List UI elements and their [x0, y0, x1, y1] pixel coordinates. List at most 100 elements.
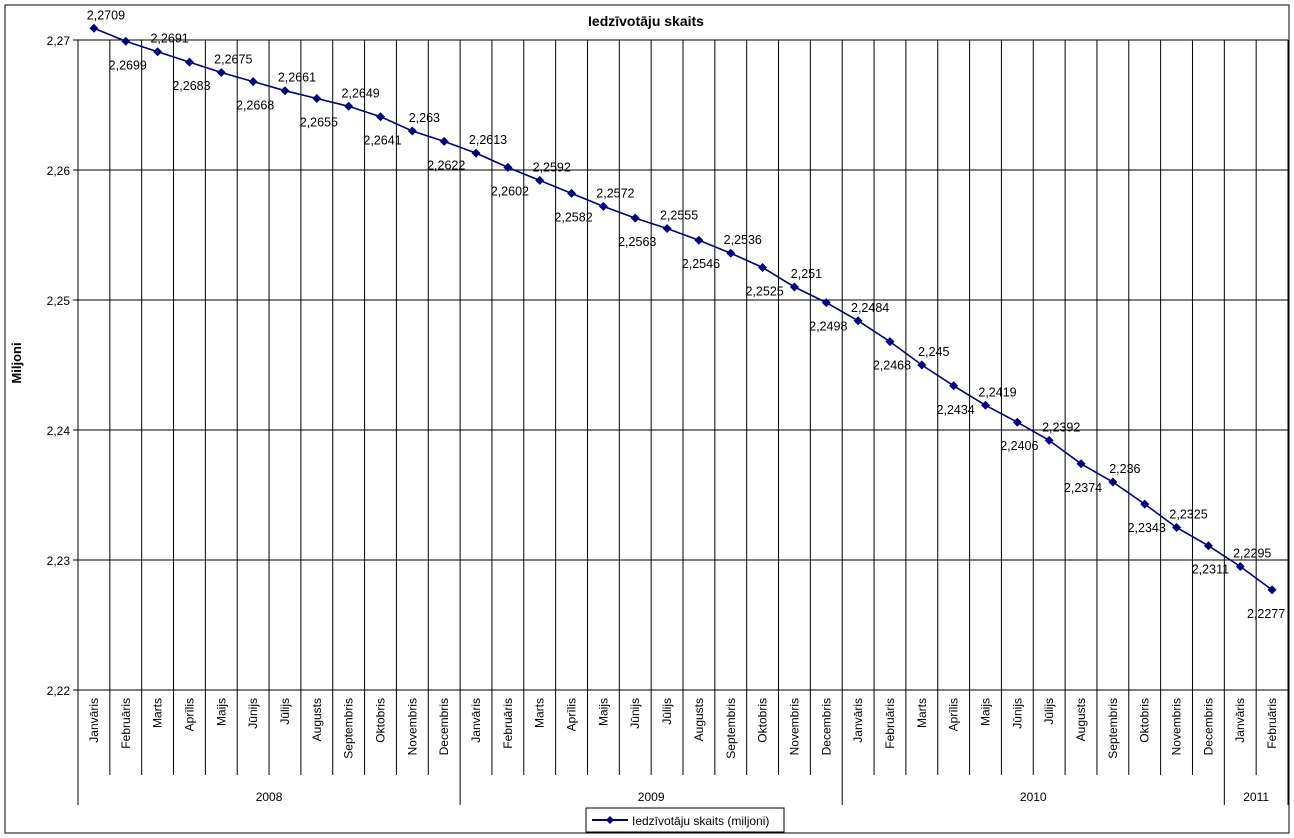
data-label: 2,2311	[1192, 563, 1229, 577]
data-label: 2,2392	[1042, 420, 1080, 434]
data-point	[407, 126, 417, 136]
y-tick-label: 2,26	[47, 164, 71, 178]
axes: 2,22 2,23 2,24 2,25 2,26 2,27	[4, 4, 1290, 834]
data-point	[694, 235, 704, 245]
x-tick-label: Septembris	[342, 698, 356, 759]
data-point	[439, 136, 449, 146]
x-tick-label: Septembris	[1106, 698, 1120, 759]
data-label: 2,2709	[87, 8, 125, 22]
data-point	[280, 86, 290, 96]
data-label: 2,2536	[724, 233, 762, 247]
data-point	[1108, 477, 1118, 487]
data-point	[153, 47, 163, 57]
data-label: 2,2691	[150, 32, 188, 46]
x-tick-label: Novembris	[787, 698, 801, 755]
data-label: 2,2699	[109, 58, 147, 72]
year-label: 2010	[1020, 790, 1047, 804]
data-point	[503, 162, 513, 172]
data-point	[184, 57, 194, 67]
chart-title: Iedzīvotāju skaits	[588, 13, 704, 29]
x-tick-label: Decembris	[437, 698, 451, 755]
data-label: 2,2592	[533, 160, 571, 174]
y-tick-label: 2,27	[47, 34, 71, 48]
data-label: 2,2675	[214, 53, 252, 67]
data-label: 2,2468	[873, 359, 911, 373]
data-label: 2,2683	[172, 79, 210, 93]
x-tick-label: Jūnijs	[628, 698, 642, 729]
x-tick-label: Oktobris	[1138, 698, 1152, 743]
x-tick-label: Jūlijs	[660, 698, 674, 725]
data-label: 2,2668	[236, 99, 274, 113]
x-tick-label: Septembris	[724, 698, 738, 759]
data-point	[121, 36, 131, 46]
chart-frame	[4, 4, 1290, 834]
data-point	[758, 263, 768, 272]
data-label: 2,2374	[1064, 481, 1102, 495]
data-label: 2,2613	[469, 133, 507, 147]
data-point	[821, 298, 831, 308]
data-point	[1267, 585, 1277, 595]
x-tick-label: Marts	[533, 698, 547, 728]
data-label: 2,2641	[363, 134, 401, 148]
x-tick-label: Februāris	[1265, 698, 1279, 749]
data-point	[1044, 435, 1054, 445]
year-label: 2011	[1243, 790, 1269, 804]
y-tick-label: 2,24	[47, 424, 71, 438]
x-tick-label: Augusts	[692, 698, 706, 741]
data-label: 2,236	[1109, 462, 1140, 476]
data-point	[598, 201, 608, 211]
data-point	[344, 101, 354, 111]
legend: Iedzīvotāju skaits (miljoni)	[585, 807, 785, 833]
data-point	[662, 224, 672, 233]
x-tick-label: Februāris	[883, 698, 897, 749]
x-tick-label: Maijs	[979, 698, 993, 726]
data-point	[1203, 541, 1213, 551]
x-tick-label: Oktobris	[374, 698, 388, 743]
data-label: 2,2661	[278, 71, 316, 85]
x-tick-label: Aprīlis	[182, 698, 196, 731]
x-tick-label: Augusts	[1074, 698, 1088, 741]
data-point	[471, 148, 481, 158]
x-tick-label: Jūnijs	[246, 698, 260, 729]
data-label: 2,2277	[1247, 607, 1285, 621]
x-tick-label: Decembris	[819, 698, 833, 755]
data-point	[917, 360, 927, 370]
legend-diamond-icon	[606, 816, 614, 824]
data-point	[853, 316, 863, 326]
data-point	[981, 400, 990, 410]
x-tick-label: Janvāris	[469, 698, 483, 743]
x-tick-label: Janvāris	[87, 698, 101, 743]
data-label: 2,2295	[1233, 547, 1271, 561]
x-tick-label: Novembris	[405, 698, 419, 755]
x-tick-label: Marts	[151, 698, 165, 728]
data-point	[89, 23, 99, 33]
year-label: 2008	[256, 790, 283, 804]
data-label: 2,2525	[745, 285, 783, 299]
year-label: 2009	[638, 790, 665, 804]
y-tick-label: 2,22	[47, 684, 71, 698]
data-point	[726, 248, 736, 258]
x-tick-label: Augusts	[310, 698, 324, 741]
legend-label: Iedzīvotāju skaits (miljoni)	[632, 814, 769, 828]
data-point	[216, 68, 226, 77]
data-label: 2,2434	[937, 403, 975, 417]
data-label: 2,245	[918, 345, 949, 359]
series-line-group	[89, 23, 1277, 595]
x-tick-label: Janvāris	[1233, 698, 1247, 743]
data-point	[567, 188, 577, 198]
data-label: 2,2498	[809, 320, 847, 334]
data-point	[1012, 417, 1022, 427]
x-tick-label: Jūnijs	[1010, 698, 1024, 729]
data-point	[949, 381, 959, 391]
x-tick-label: Maijs	[596, 698, 610, 726]
x-tick-label: Februāris	[501, 698, 515, 749]
x-tick-label: Aprīlis	[947, 698, 961, 731]
data-label: 2,2325	[1169, 508, 1207, 522]
x-tick-label: Aprīlis	[565, 698, 579, 731]
y-axis-label: Miljoni	[9, 342, 24, 383]
data-point	[885, 337, 895, 347]
data-point	[535, 175, 545, 185]
x-tick-label: Februāris	[119, 698, 133, 749]
